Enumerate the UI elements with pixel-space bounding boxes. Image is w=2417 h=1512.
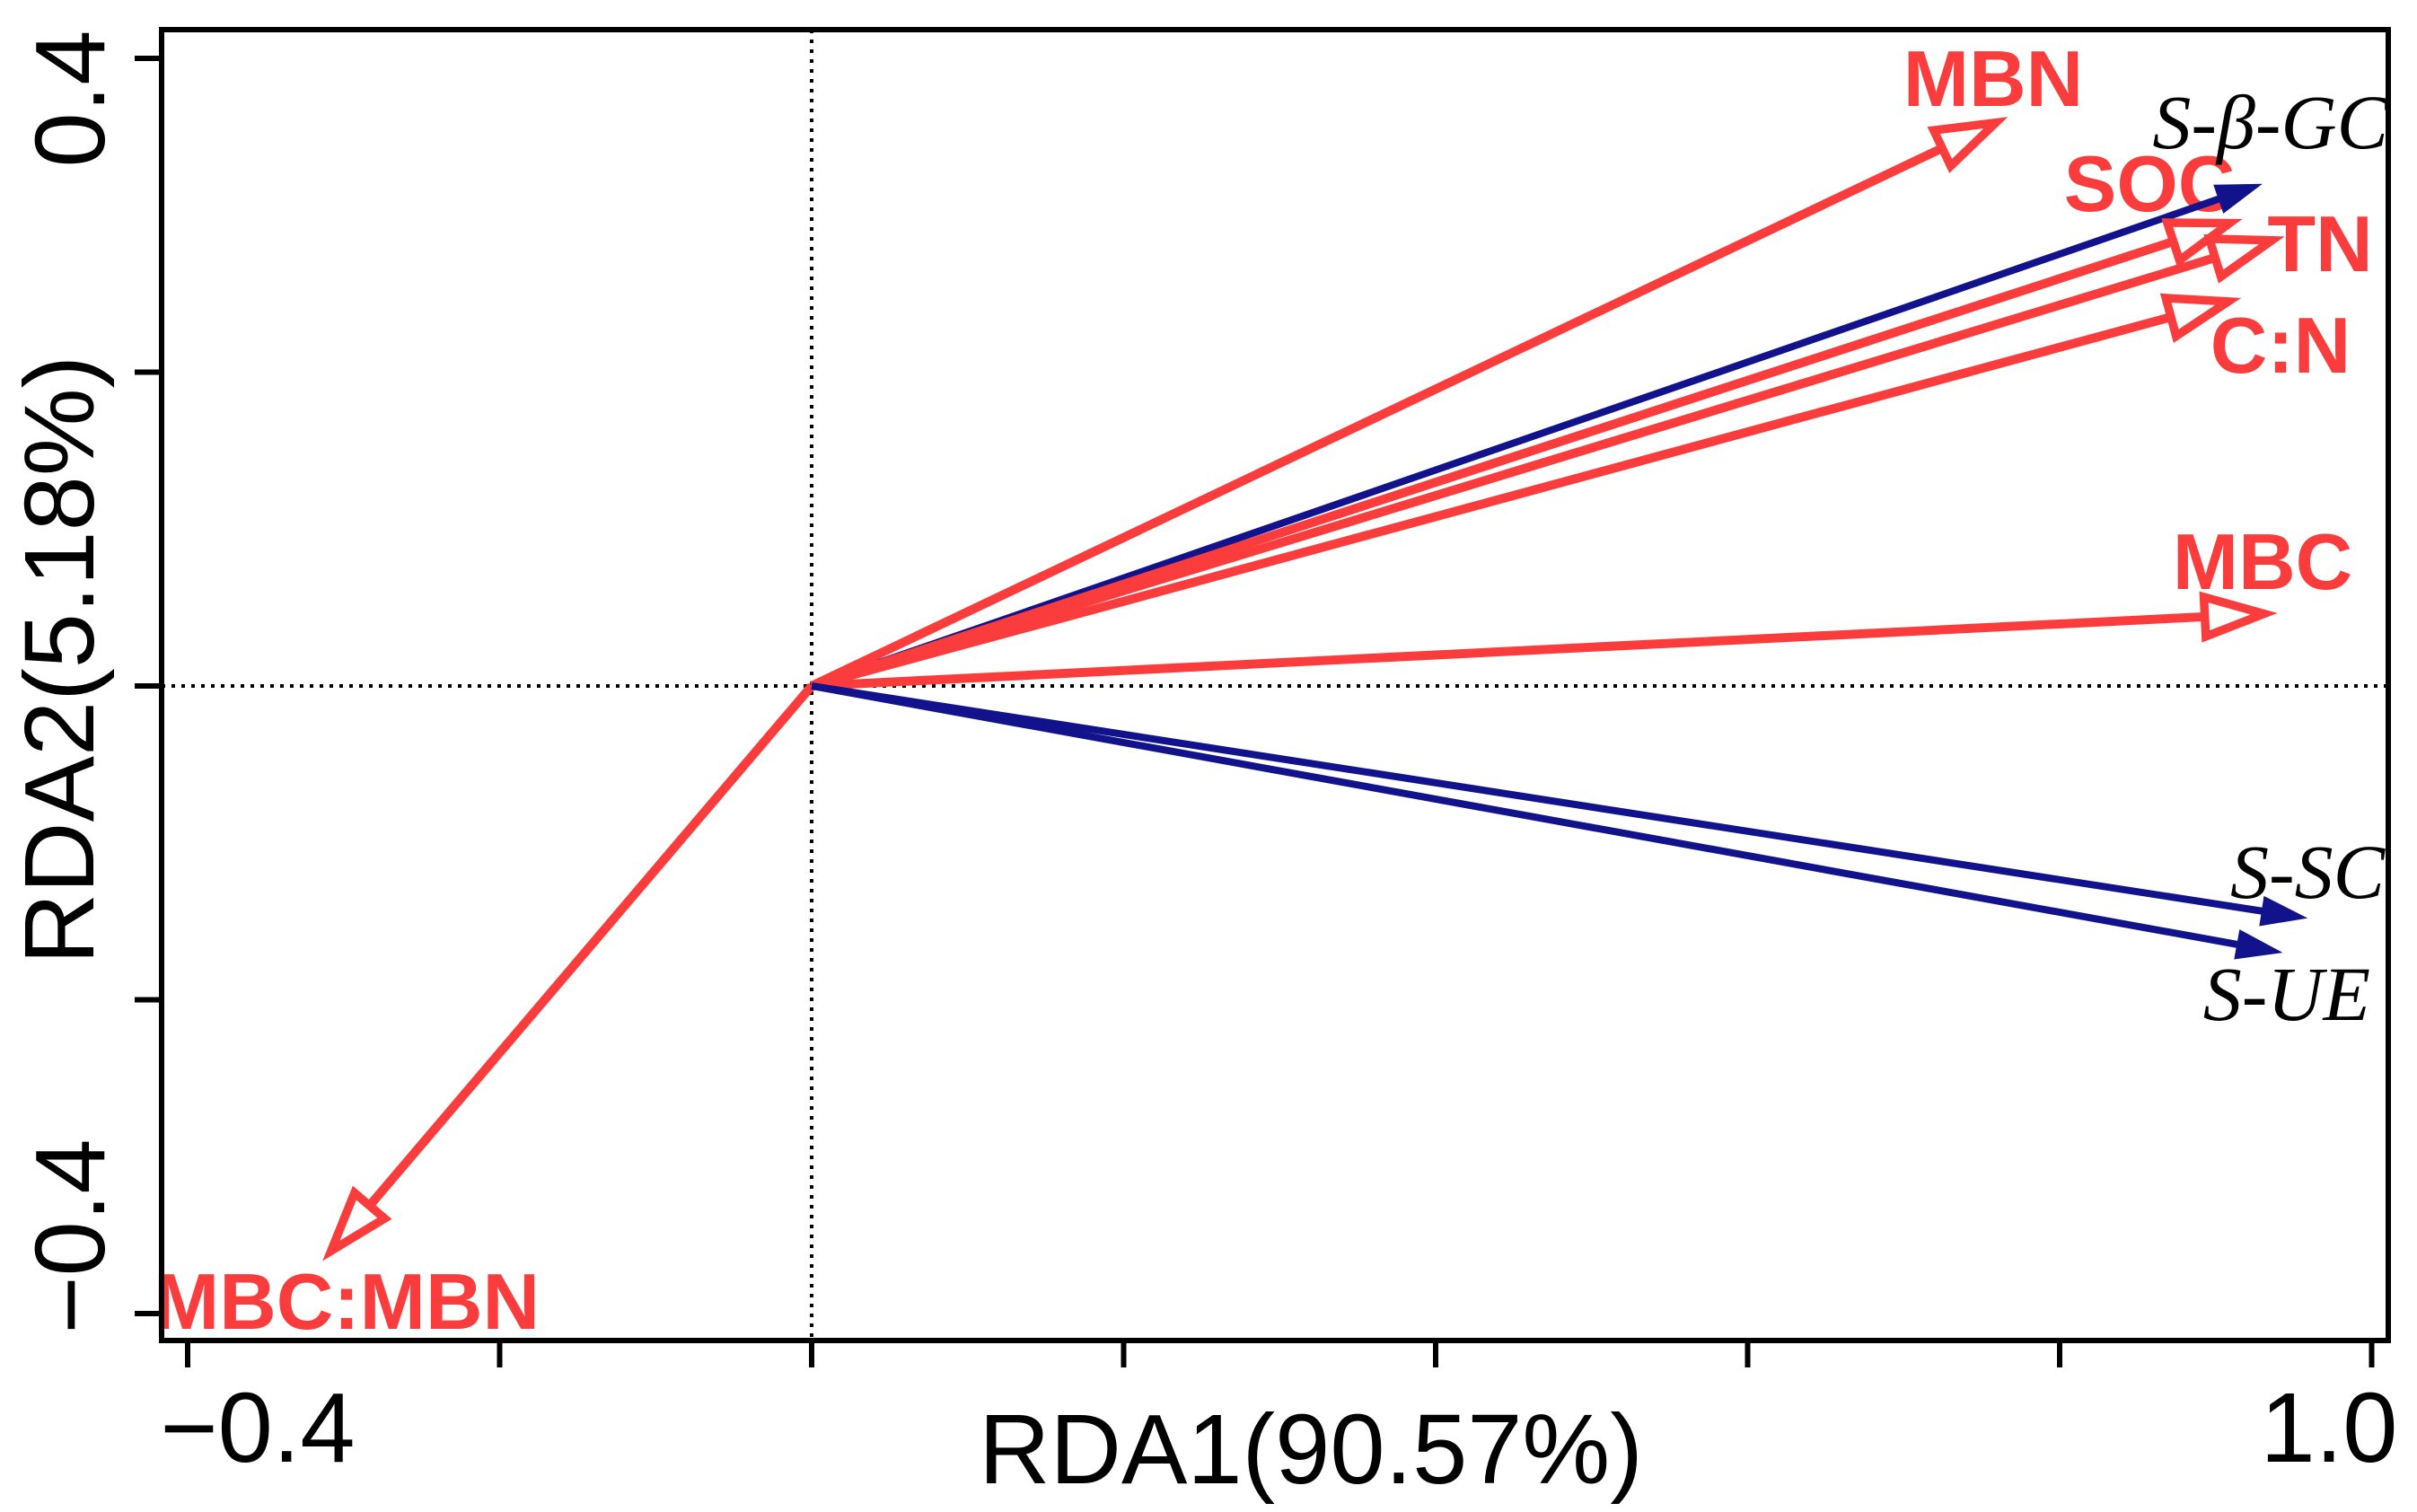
arrow-shaft-soc (810, 235, 2178, 690)
arrowhead-s-sc (2259, 895, 2308, 927)
x-tick-label: 1.0 (2261, 1373, 2398, 1483)
arrow-shaft-mbc (811, 611, 2209, 690)
y-tick-label: −0.4 (15, 1138, 126, 1333)
arrow-shaft-c-n (810, 312, 2176, 690)
arrow-shaft-mbn (809, 142, 1947, 690)
arrow-shaft-tn (810, 252, 2220, 690)
arrow-label-mbc: MBC (2173, 517, 2352, 606)
arrow-shaft-s-sc (811, 682, 2286, 919)
arrow-label-s-sc: S-SC (2230, 829, 2386, 915)
arrow-label-s-ue: S-UE (2203, 951, 2370, 1037)
arrow-shaft-mbc-mbn (364, 682, 815, 1212)
axes-layer: −0.4 1.0 0.4 −0.4 RDA1(90.57%) RDA2(5.18%) (4, 27, 2398, 1505)
arrowhead-mbn (1927, 117, 2008, 173)
plot-frame (159, 27, 2391, 1343)
arrow-label-soc: SOC (2064, 139, 2236, 228)
arrow-label-tn: TN (2267, 199, 2372, 288)
arrowhead-s-gc (2213, 183, 2263, 214)
arrow-label-mbn: MBN (1903, 34, 2083, 123)
arrowhead-mbc-mbn (322, 1185, 392, 1261)
arrow-label-c-n: C:N (2210, 301, 2351, 390)
arrowhead-soc (2161, 218, 2243, 268)
arrowhead-c-n (2159, 293, 2242, 343)
x-axis-title: RDA1(90.57%) (979, 1394, 1643, 1505)
variable-labels-layer: MBN SOC TN C:N MBC MBC:MBN S-β-GC S-SC S-UE (154, 34, 2390, 1346)
arrow-shaft-s-ue (811, 682, 2261, 953)
y-tick-label: 0.4 (15, 31, 126, 168)
y-axis-title: RDA2(5.18%) (4, 356, 115, 965)
arrowhead-mbc (2199, 591, 2278, 643)
x-tick-label: −0.4 (160, 1373, 355, 1483)
origin-crosshair-layer (162, 30, 2388, 1341)
arrow-label-mbc-mbn: MBC:MBN (154, 1257, 540, 1346)
arrowhead-tn (2203, 234, 2285, 284)
arrow-label-s-gc: S-β-GC (2152, 79, 2389, 165)
arrows-layer (322, 117, 2308, 1261)
arrowhead-s-ue (2234, 929, 2283, 960)
